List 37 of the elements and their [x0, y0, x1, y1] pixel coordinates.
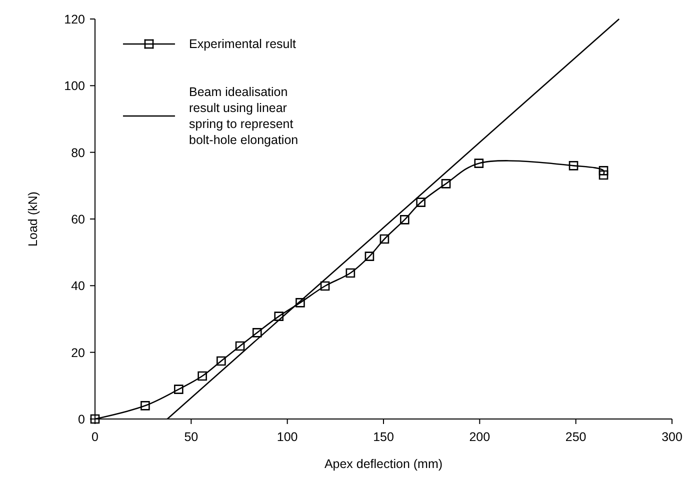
point: [198, 371, 207, 381]
x-tick-label: 200: [469, 430, 490, 444]
point: [320, 281, 330, 291]
point: [216, 356, 226, 366]
point: [252, 328, 262, 338]
y-tick-label: 20: [71, 346, 86, 360]
point: [598, 166, 608, 176]
point: [598, 170, 608, 180]
point: [441, 179, 451, 188]
x-tick-label: 100: [276, 430, 298, 444]
y-tick-label: 40: [71, 279, 86, 294]
y-tick-label: 0: [78, 412, 86, 426]
y-tick-label: 60: [71, 212, 86, 226]
y-tick-label: 120: [64, 12, 86, 26]
y-axis-title: Load (kN): [26, 192, 40, 246]
legend-label: Experimental result: [189, 37, 297, 51]
point: [474, 158, 484, 168]
point: [416, 198, 426, 207]
x-tick-label: 50: [184, 430, 198, 444]
point: [380, 234, 390, 244]
point: [274, 312, 284, 321]
y-tick-label: 100: [64, 79, 86, 94]
point: [346, 268, 356, 278]
x-tick-label: 150: [373, 430, 394, 444]
point: [140, 401, 150, 410]
point: [174, 384, 184, 394]
point: [296, 298, 305, 308]
point: [235, 341, 245, 351]
x-tick-label: 0: [92, 430, 99, 444]
y-tick-label: 80: [71, 146, 86, 160]
legend-label: Beam idealisation result using linear spring to represent bolt-hole elongation: [189, 85, 298, 147]
x-tick-label: 300: [662, 430, 682, 444]
point: [400, 215, 410, 224]
point: [364, 252, 374, 261]
x-axis-title: Apex deflection (mm): [324, 457, 443, 471]
x-tick-label: 250: [565, 430, 586, 444]
point: [568, 161, 578, 170]
